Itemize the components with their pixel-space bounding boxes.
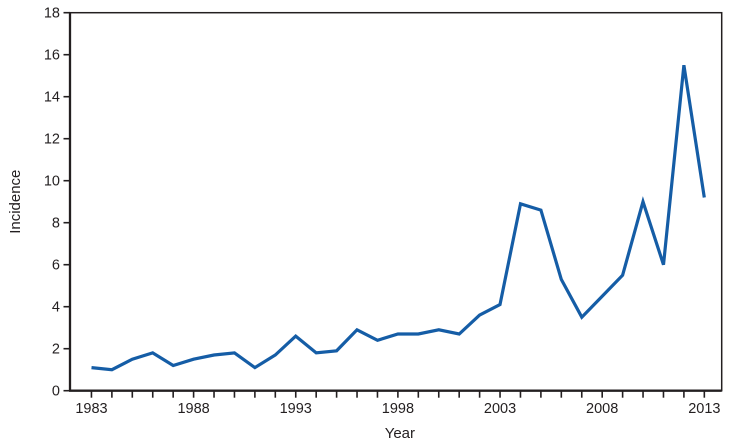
x-tick-label: 1998 (382, 401, 414, 417)
y-tick-label: 4 (52, 300, 60, 316)
y-tick-label: 2 (52, 342, 60, 358)
x-axis-title: Year (385, 425, 415, 442)
x-tick-label: 2013 (688, 401, 720, 417)
y-tick-label: 6 (52, 258, 60, 274)
y-tick-label: 8 (52, 216, 60, 232)
y-axis-title: Incidence (7, 170, 24, 234)
x-tick-label: 1988 (177, 401, 209, 417)
x-tick-label: 2008 (586, 401, 618, 417)
x-tick-label: 1983 (75, 401, 107, 417)
y-tick-label: 16 (44, 48, 60, 64)
y-tick-label: 18 (44, 6, 60, 22)
x-tick-label: 2003 (484, 401, 516, 417)
y-tick-label: 10 (44, 174, 60, 190)
y-tick-label: 12 (44, 132, 60, 148)
y-tick-label: 14 (44, 90, 60, 106)
y-tick-label: 0 (52, 384, 60, 400)
x-tick-label: 1993 (280, 401, 312, 417)
series-line (91, 64, 706, 372)
